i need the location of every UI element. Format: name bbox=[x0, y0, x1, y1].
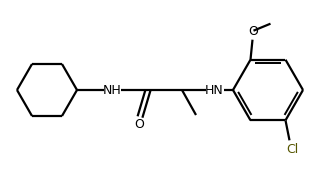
Text: Cl: Cl bbox=[286, 143, 299, 156]
Text: HN: HN bbox=[205, 83, 223, 97]
Text: O: O bbox=[134, 119, 144, 132]
Text: NH: NH bbox=[103, 83, 121, 97]
Text: O: O bbox=[248, 25, 259, 38]
